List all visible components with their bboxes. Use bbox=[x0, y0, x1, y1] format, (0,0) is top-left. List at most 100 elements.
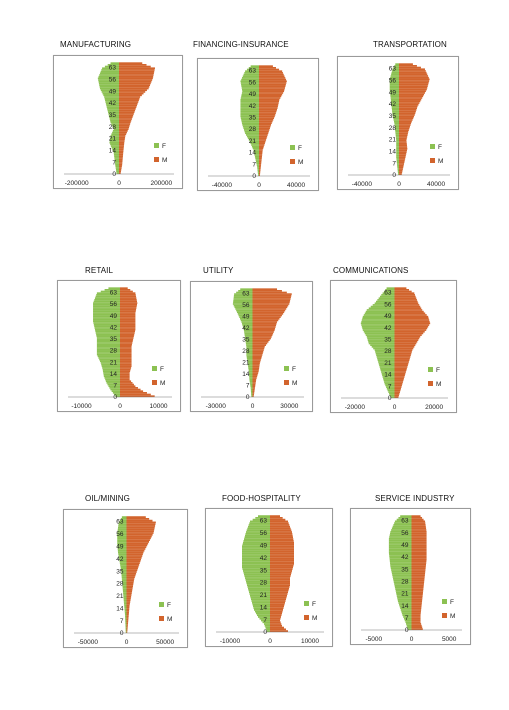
male-bar bbox=[126, 560, 141, 563]
female-bar bbox=[252, 147, 259, 150]
female-bar bbox=[117, 542, 127, 545]
female-bar bbox=[250, 142, 259, 145]
female-bar bbox=[389, 394, 395, 397]
male-bar bbox=[270, 610, 283, 613]
y-tick-label: 14 bbox=[109, 148, 117, 155]
male-bar bbox=[394, 289, 410, 291]
male-bar bbox=[259, 130, 269, 133]
y-tick-label: 0 bbox=[263, 629, 267, 636]
male-bar bbox=[399, 134, 408, 137]
male-bar bbox=[120, 368, 131, 371]
female-bar bbox=[103, 375, 120, 378]
female-bar bbox=[394, 586, 412, 589]
male-bar bbox=[259, 150, 263, 153]
male-bar bbox=[126, 588, 133, 591]
male-bar bbox=[119, 123, 131, 125]
y-tick-label: 49 bbox=[110, 313, 118, 320]
y-tick-label: 14 bbox=[242, 371, 250, 378]
male-bar bbox=[252, 355, 262, 358]
male-bar bbox=[411, 543, 427, 545]
male-bar bbox=[252, 319, 279, 322]
chart-title-communications: COMMUNICATIONS bbox=[333, 266, 409, 275]
male-bar bbox=[411, 537, 427, 540]
male-bar bbox=[399, 85, 428, 87]
y-tick-label: 35 bbox=[116, 568, 124, 575]
female-bar bbox=[385, 384, 395, 387]
male-bar bbox=[399, 125, 410, 128]
female-bar bbox=[391, 109, 399, 111]
male-bar bbox=[259, 142, 265, 145]
male-bar bbox=[126, 581, 134, 584]
chart-svg-manufacturing: 63 56 49 42 35 28 21 14 7 0 -200000 0 200000 FM bbox=[64, 62, 174, 187]
male-bar bbox=[119, 160, 123, 163]
male-bar bbox=[120, 303, 138, 306]
y-tick-label: 0 bbox=[405, 627, 409, 634]
male-bar bbox=[120, 373, 130, 376]
female-bar bbox=[406, 624, 412, 627]
female-bar bbox=[405, 621, 412, 624]
male-bar bbox=[394, 356, 411, 358]
legend-label-f: F bbox=[438, 144, 442, 151]
female-bar bbox=[361, 325, 395, 328]
female-bar bbox=[374, 349, 395, 352]
female-bar bbox=[391, 100, 399, 103]
male-bar bbox=[399, 95, 424, 98]
female-bar bbox=[124, 610, 127, 612]
female-bar bbox=[122, 590, 127, 593]
female-bar bbox=[397, 171, 399, 174]
male-bar bbox=[119, 135, 126, 137]
male-bar bbox=[399, 76, 429, 79]
y-tick-label: 56 bbox=[260, 530, 268, 537]
y-tick-label: 0 bbox=[388, 395, 392, 402]
female-bar bbox=[250, 520, 270, 523]
female-bar bbox=[249, 382, 253, 384]
female-bar bbox=[396, 153, 399, 155]
male-bar bbox=[270, 607, 284, 609]
female-bar bbox=[117, 535, 127, 538]
female-bar bbox=[119, 560, 127, 563]
female-bar bbox=[407, 626, 412, 629]
chart-title-utility: UTILITY bbox=[203, 266, 234, 275]
male-bar bbox=[411, 518, 424, 521]
female-bar bbox=[397, 166, 399, 169]
female-bar bbox=[233, 304, 253, 307]
male-bar bbox=[394, 327, 428, 330]
female-bar bbox=[397, 596, 412, 599]
female-bar bbox=[101, 91, 119, 93]
male-bar bbox=[252, 377, 257, 379]
male-bar bbox=[394, 330, 425, 333]
female-bar bbox=[253, 605, 270, 608]
male-bar bbox=[399, 107, 417, 109]
x-tick-label: 0 bbox=[410, 636, 414, 643]
chart-svg-food-hospitality: 63 56 49 42 35 28 21 14 7 0 -10000 0 10000 FM bbox=[216, 515, 324, 645]
female-bar bbox=[241, 122, 259, 125]
male-bar bbox=[394, 376, 405, 378]
female-bar bbox=[102, 367, 120, 369]
male-bar bbox=[270, 601, 285, 604]
female-bar bbox=[233, 296, 253, 299]
male-bar bbox=[119, 75, 154, 78]
female-bar bbox=[388, 544, 412, 547]
male-bar bbox=[259, 103, 279, 106]
male-bar bbox=[252, 308, 287, 310]
female-bar bbox=[393, 581, 412, 584]
female-bar bbox=[240, 112, 259, 114]
male-bar bbox=[270, 548, 294, 551]
male-bar bbox=[119, 96, 141, 98]
male-bar bbox=[259, 102, 279, 104]
y-tick-label: 49 bbox=[109, 88, 117, 95]
chart-title-oil-mining: OIL/MINING bbox=[85, 494, 131, 503]
male-bar bbox=[411, 555, 427, 557]
male-bar bbox=[394, 290, 412, 293]
male-bar bbox=[120, 343, 132, 346]
male-bar bbox=[252, 354, 263, 356]
y-tick-label: 42 bbox=[110, 324, 118, 331]
female-bar bbox=[123, 599, 127, 602]
female-bar bbox=[122, 581, 127, 584]
male-bar bbox=[270, 561, 294, 563]
male-bar bbox=[399, 114, 415, 116]
female-bar bbox=[406, 623, 412, 625]
male-bar bbox=[411, 550, 427, 552]
female-bar bbox=[396, 149, 399, 152]
male-bar bbox=[126, 525, 156, 527]
